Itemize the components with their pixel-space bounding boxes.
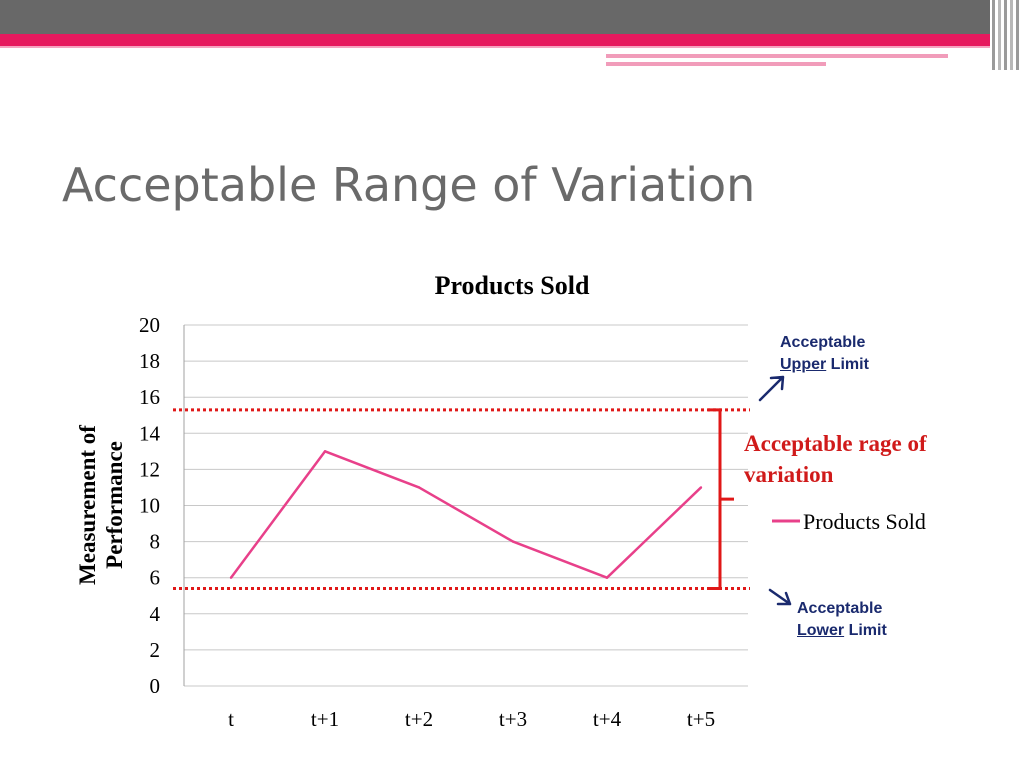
decorative-stripes (990, 0, 1024, 70)
y-axis-label-line: Measurement of (75, 425, 100, 585)
y-tick-label: 14 (139, 421, 161, 445)
lower-limit-line1: Acceptable (797, 600, 883, 617)
acceptable-range-label: Acceptable rage of variation (744, 431, 927, 487)
x-tick-label: t+1 (311, 707, 339, 731)
y-tick-label: 16 (139, 385, 160, 409)
y-tick-label: 20 (139, 313, 160, 337)
data-point (229, 576, 233, 579)
y-axis-label: Measurement ofPerformance (75, 425, 127, 585)
upper-limit-line1: Acceptable (780, 334, 866, 351)
upper-limit-line2: Upper Limit (780, 354, 869, 376)
data-point (417, 486, 421, 489)
upper-limit-rest: Limit (826, 356, 869, 373)
y-tick-label: 4 (150, 602, 161, 626)
legend-label: Products Sold (803, 509, 926, 534)
upper-limit-note: Acceptable Upper Limit (780, 332, 869, 376)
y-tick-label: 18 (139, 349, 160, 373)
x-tick-label: t+2 (405, 707, 433, 731)
lower-limit-line2: Lower Limit (797, 620, 887, 642)
x-tick-label: t+3 (499, 707, 527, 731)
x-tick-label: t (228, 707, 234, 731)
data-point (323, 450, 327, 453)
y-tick-label: 0 (150, 674, 161, 698)
x-tick-label: t+5 (687, 707, 715, 731)
y-tick-label: 6 (150, 566, 161, 590)
upper-limit-arrow-icon (758, 375, 785, 402)
top-banner-thin (0, 46, 1024, 48)
y-axis-label-line: Performance (102, 441, 127, 569)
data-point (605, 576, 609, 579)
chart-title: Products Sold (435, 271, 590, 300)
lower-limit-rest: Limit (844, 622, 887, 639)
top-banner-pink (0, 34, 1024, 46)
y-tick-label: 12 (139, 457, 160, 481)
lower-limit-word: Lower (797, 622, 845, 639)
series-line-products-sold (229, 450, 702, 579)
slide-title: Acceptable Range of Variation (62, 158, 756, 212)
data-point (511, 540, 515, 543)
top-banner-dark (0, 0, 1024, 34)
x-tick-label: t+4 (593, 707, 622, 731)
decorative-stripe (606, 54, 948, 58)
y-tick-label: 8 (150, 530, 161, 554)
lower-limit-note: Acceptable Lower Limit (797, 598, 887, 642)
lower-limit-arrow-icon (768, 588, 792, 606)
y-tick-label: 2 (150, 638, 161, 662)
decorative-stripe (606, 62, 826, 66)
data-point (699, 486, 703, 489)
range-bracket (708, 408, 734, 591)
upper-limit-word: Upper (780, 356, 827, 373)
y-tick-label: 10 (139, 494, 160, 518)
